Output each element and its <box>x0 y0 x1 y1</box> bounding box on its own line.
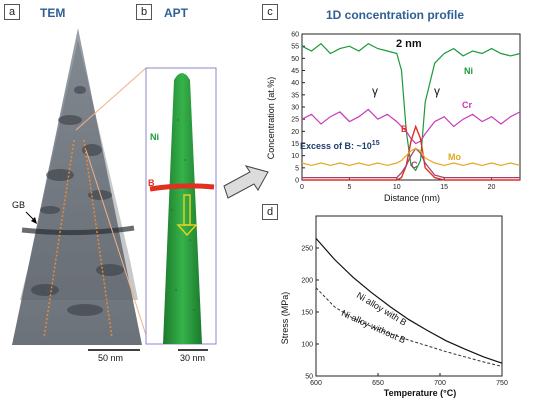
chart-c-x-tick-label: 20 <box>488 184 496 191</box>
chart-c-y-tick-label: 20 <box>291 129 299 136</box>
chart-d-y-tick-label: 250 <box>301 246 313 253</box>
chart-d-series-ni-alloy-with-b <box>315 238 503 364</box>
chart-c-y-tick-label: 30 <box>291 105 299 112</box>
series-label-b: B <box>401 124 408 134</box>
panel-a-letter: a <box>4 4 20 20</box>
panel-b-scale-label: 30 nm <box>180 353 206 363</box>
boron-excess-annotation: Excess of B: ~1015 <box>300 140 380 151</box>
series-label-mo: Mo <box>448 152 461 162</box>
chart-d-x-tick-label: 650 <box>372 380 384 387</box>
panel-a-scale-label: 50 nm <box>98 353 124 363</box>
chart-d-y-tick-label: 50 <box>305 374 313 381</box>
panel-d-letter: d <box>262 204 278 220</box>
chart-d-y-tick-label: 100 <box>301 342 313 349</box>
chart-c-y-tick-label: 35 <box>291 92 299 99</box>
chart-c-series-b <box>302 124 520 181</box>
chart-d-y-tick-label: 200 <box>301 278 313 285</box>
chart-c-y-tick-label: 60 <box>291 32 299 39</box>
chart-c-y-tick-label: 5 <box>295 165 299 172</box>
chart-d-x-tick-label: 600 <box>310 380 322 387</box>
chart-c-x-tick-label: 10 <box>393 184 401 191</box>
chart-c-y-tick-label: 40 <box>291 80 299 87</box>
panel-b-title: APT <box>164 6 188 20</box>
chart-d-series-ni-alloy-without-b <box>315 287 503 367</box>
chart-c-series-ni <box>301 42 521 172</box>
chart-c-y-tick-label: 0 <box>295 178 299 185</box>
series-label-ni: Ni <box>464 66 473 76</box>
series-label-cr: Cr <box>462 100 473 110</box>
concentration-profile-chart: 0 5 10 15 20 0 5 10 15 20 25 30 35 40 45 50 55 60 Concent… <box>266 32 521 203</box>
chart-c-x-tick-label: 5 <box>347 184 351 191</box>
chart-d-x-tick-label: 700 <box>434 380 446 387</box>
interface-width-label: 2 nm <box>396 38 422 50</box>
chart-c-x-axis-label: Distance (nm) <box>384 193 440 203</box>
chart-c-y-tick-label: 55 <box>291 44 299 51</box>
chart-c-y-tick-label: 25 <box>291 117 299 124</box>
gb-label: GB <box>12 200 26 210</box>
chart-c-series-c <box>302 147 520 179</box>
panel-c-title: 1D concentration profile <box>326 8 465 22</box>
apt-ni-label: Ni <box>150 132 159 142</box>
chart-d-y-tick-label: 150 <box>301 310 313 317</box>
chart-c-series-cr <box>301 108 521 145</box>
chart-d-y-axis-label: Stress (MPa) <box>280 292 290 345</box>
chart-d-plot-frame <box>315 215 503 377</box>
gamma-right-label: γ <box>434 84 440 98</box>
chart-d-x-axis-label: Temperature (°C) <box>384 388 456 398</box>
chart-c-y-tick-label: 15 <box>291 141 299 148</box>
gamma-left-label: γ <box>372 84 378 98</box>
panel-c-letter: c <box>262 4 278 20</box>
series-label-c: C <box>411 160 418 170</box>
panel-a-title: TEM <box>40 6 66 20</box>
panel-b-letter: b <box>136 4 152 20</box>
chart-c-y-tick-label: 45 <box>291 68 299 75</box>
chart-c-series-mo <box>301 147 521 167</box>
chart-c-y-tick-label: 10 <box>291 153 299 160</box>
chart-c-y-axis-label: Concentration (at.%) <box>266 77 276 160</box>
chart-c-x-tick-label: 15 <box>440 184 448 191</box>
chart-d-x-tick-label: 750 <box>496 380 508 387</box>
apt-b-label: B <box>148 178 155 188</box>
chart-c-y-tick-label: 50 <box>291 56 299 63</box>
chart-c-x-tick-label: 0 <box>300 184 304 191</box>
chart-c-plot-frame <box>301 33 521 181</box>
